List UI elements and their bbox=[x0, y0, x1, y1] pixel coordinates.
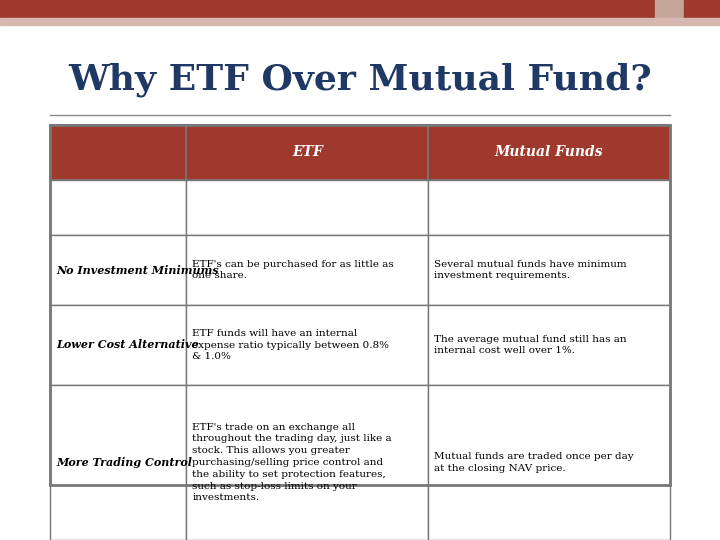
Text: ETF's can be purchased for as little as
one share.: ETF's can be purchased for as little as … bbox=[192, 260, 394, 280]
Bar bbox=[186, 125, 428, 180]
Bar bbox=[186, 180, 428, 235]
Bar bbox=[428, 305, 670, 385]
Text: Mutual funds are traded once per day
at the closing NAV price.: Mutual funds are traded once per day at … bbox=[434, 452, 634, 473]
Bar bbox=[428, 180, 670, 235]
Text: The average mutual fund still has an
internal cost well over 1%.: The average mutual fund still has an int… bbox=[434, 335, 627, 355]
Text: Why ETF Over Mutual Fund?: Why ETF Over Mutual Fund? bbox=[68, 63, 652, 97]
Bar bbox=[186, 235, 428, 305]
Text: ETF funds will have an internal
expense ratio typically between 0.8%
& 1.0%: ETF funds will have an internal expense … bbox=[192, 329, 390, 361]
Bar bbox=[428, 235, 670, 305]
Bar bbox=[186, 385, 428, 540]
Text: ETF: ETF bbox=[292, 145, 323, 159]
Bar bbox=[50, 235, 186, 305]
Text: ETF's trade on an exchange all
throughout the trading day, just like a
stock. Th: ETF's trade on an exchange all throughou… bbox=[192, 423, 392, 502]
Text: Lower Cost Alternative: Lower Cost Alternative bbox=[56, 340, 199, 350]
Bar bbox=[50, 305, 186, 385]
Text: Mutual Funds: Mutual Funds bbox=[495, 145, 603, 159]
Bar bbox=[50, 385, 186, 540]
Text: No Investment Minimums: No Investment Minimums bbox=[56, 265, 219, 275]
Bar bbox=[428, 125, 670, 180]
Bar bbox=[186, 305, 428, 385]
Bar bbox=[50, 125, 186, 180]
Bar bbox=[50, 125, 670, 485]
Text: More Trading Control: More Trading Control bbox=[56, 457, 192, 468]
Text: Several mutual funds have minimum
investment requirements.: Several mutual funds have minimum invest… bbox=[434, 260, 627, 280]
Bar bbox=[50, 180, 186, 235]
Bar bbox=[428, 385, 670, 540]
